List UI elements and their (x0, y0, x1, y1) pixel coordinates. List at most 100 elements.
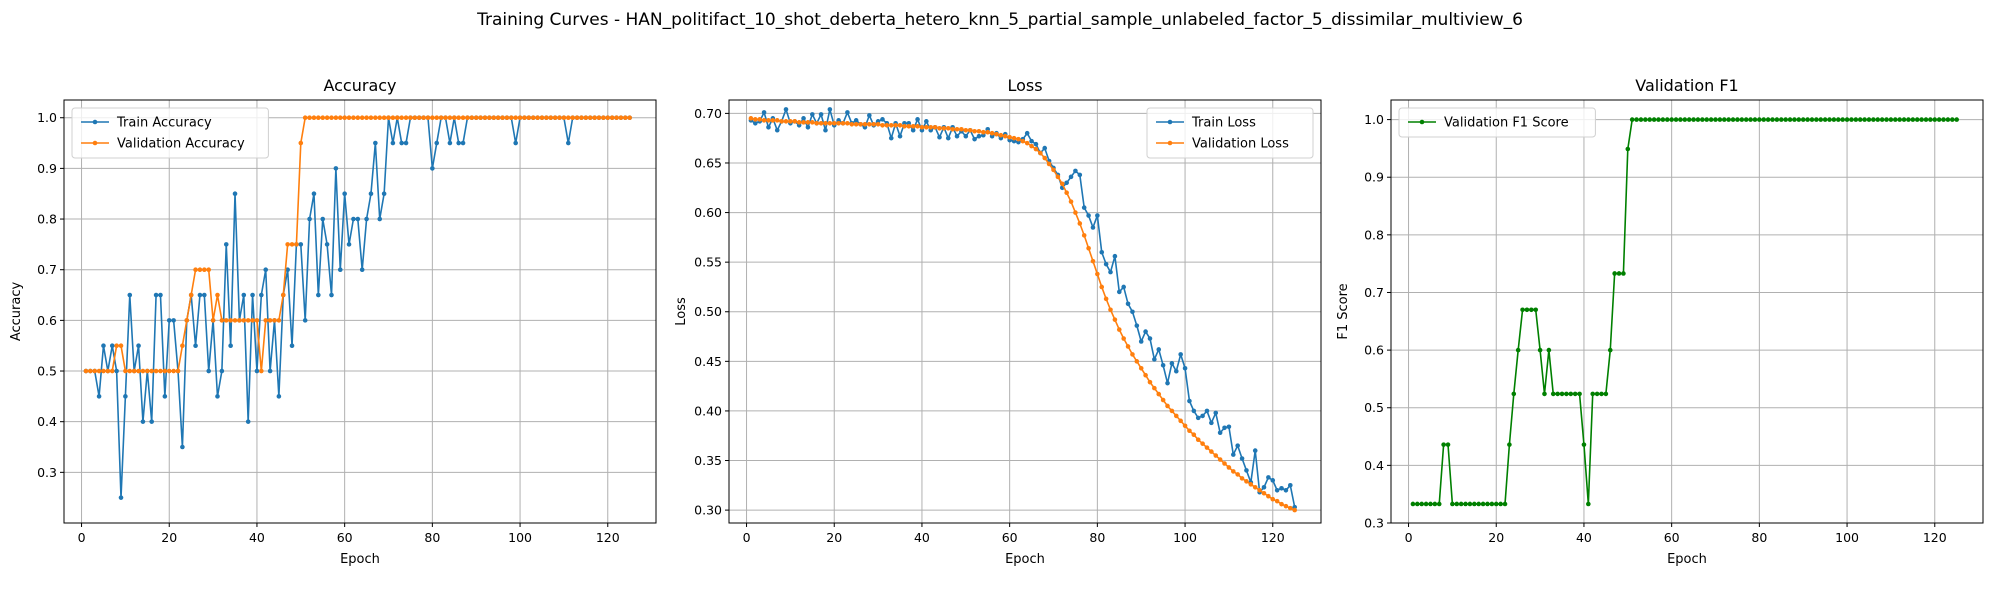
data-point (1717, 117, 1723, 122)
data-point (513, 140, 518, 146)
data-point (355, 216, 361, 222)
data-point (1169, 361, 1175, 366)
legend-box (71, 107, 269, 159)
data-point (1906, 117, 1911, 122)
data-point (858, 122, 863, 127)
data-point (1204, 408, 1210, 414)
data-point (1410, 501, 1416, 507)
data-point (548, 115, 554, 121)
data-point (114, 343, 119, 348)
data-point (149, 419, 154, 424)
data-point (1616, 271, 1622, 276)
data-point (845, 110, 850, 115)
y-tick-label: 0.8 (37, 212, 57, 227)
data-point (114, 368, 119, 374)
data-point (408, 115, 413, 121)
data-point (307, 115, 312, 121)
data-point (823, 127, 828, 133)
data-point (1095, 271, 1100, 277)
data-point (285, 242, 290, 247)
x-tick-label: 60 (1002, 530, 1018, 545)
x-tick-label: 0 (743, 530, 751, 545)
data-point (307, 216, 312, 222)
legend-entry-label: Validation Accuracy (117, 137, 245, 152)
data-point (1792, 117, 1797, 122)
data-point (919, 124, 925, 130)
data-point (932, 124, 938, 130)
data-point (105, 368, 111, 374)
data-point (1607, 347, 1613, 353)
data-point (478, 115, 483, 121)
data-point (1761, 117, 1767, 122)
data-point (1081, 205, 1087, 210)
data-point (1116, 327, 1122, 332)
data-point (1686, 117, 1692, 122)
data-point (801, 116, 806, 121)
data-point (1621, 271, 1626, 276)
data-point (1625, 146, 1631, 152)
data-point (412, 115, 418, 121)
data-point (1090, 225, 1096, 230)
data-point (1187, 428, 1192, 434)
data-point (544, 115, 549, 121)
data-point (1581, 442, 1587, 447)
y-tick-label: 0.9 (37, 161, 57, 176)
y-tick-label: 0.4 (1364, 458, 1384, 473)
data-point (197, 267, 203, 273)
data-point (355, 115, 361, 121)
data-point (1288, 483, 1293, 488)
data-point (1125, 301, 1131, 307)
data-point (1173, 413, 1179, 419)
data-point (1493, 501, 1499, 507)
data-point (779, 119, 784, 124)
data-point (421, 115, 426, 121)
data-point (487, 115, 492, 121)
x-tick-label: 100 (508, 530, 532, 545)
data-point (1419, 501, 1424, 507)
data-point (1279, 485, 1284, 491)
data-point (875, 122, 881, 127)
data-point (316, 115, 321, 121)
y-tick-label: 0.6 (37, 313, 57, 328)
data-point (1590, 391, 1596, 397)
data-point (434, 115, 440, 121)
data-point (766, 118, 771, 123)
x-tick-label: 120 (1923, 530, 1947, 545)
data-point (342, 115, 347, 121)
y-axis-label: Accuracy (9, 282, 24, 342)
data-point (1112, 253, 1118, 259)
data-point (1529, 307, 1534, 313)
legend-entry-label: Train Loss (1191, 116, 1256, 131)
y-tick-label: 0.45 (694, 354, 722, 369)
data-point (792, 119, 798, 124)
data-point (583, 115, 589, 121)
data-point (175, 368, 181, 374)
y-axis-label: Loss (674, 297, 689, 326)
data-point (1770, 117, 1775, 122)
data-point (245, 318, 251, 323)
data-point (329, 115, 334, 121)
data-point (1651, 117, 1657, 122)
data-point (302, 318, 308, 323)
data-point (985, 129, 991, 135)
data-point (897, 133, 903, 139)
data-point (1270, 478, 1276, 483)
data-point (1274, 498, 1280, 504)
data-point (888, 122, 894, 128)
data-point (491, 115, 497, 121)
data-point (136, 368, 141, 374)
data-point (434, 140, 440, 146)
data-point (250, 292, 255, 298)
data-point (928, 124, 934, 130)
data-point (1480, 501, 1486, 507)
data-point (272, 318, 277, 323)
data-point (451, 115, 457, 121)
data-point (1248, 482, 1254, 487)
data-point (259, 292, 264, 298)
data-point (1011, 135, 1017, 141)
data-point (1599, 391, 1604, 397)
x-axis-label: Epoch (1005, 552, 1045, 567)
data-point (1213, 410, 1219, 416)
data-point (1143, 329, 1148, 334)
data-point (783, 107, 789, 112)
